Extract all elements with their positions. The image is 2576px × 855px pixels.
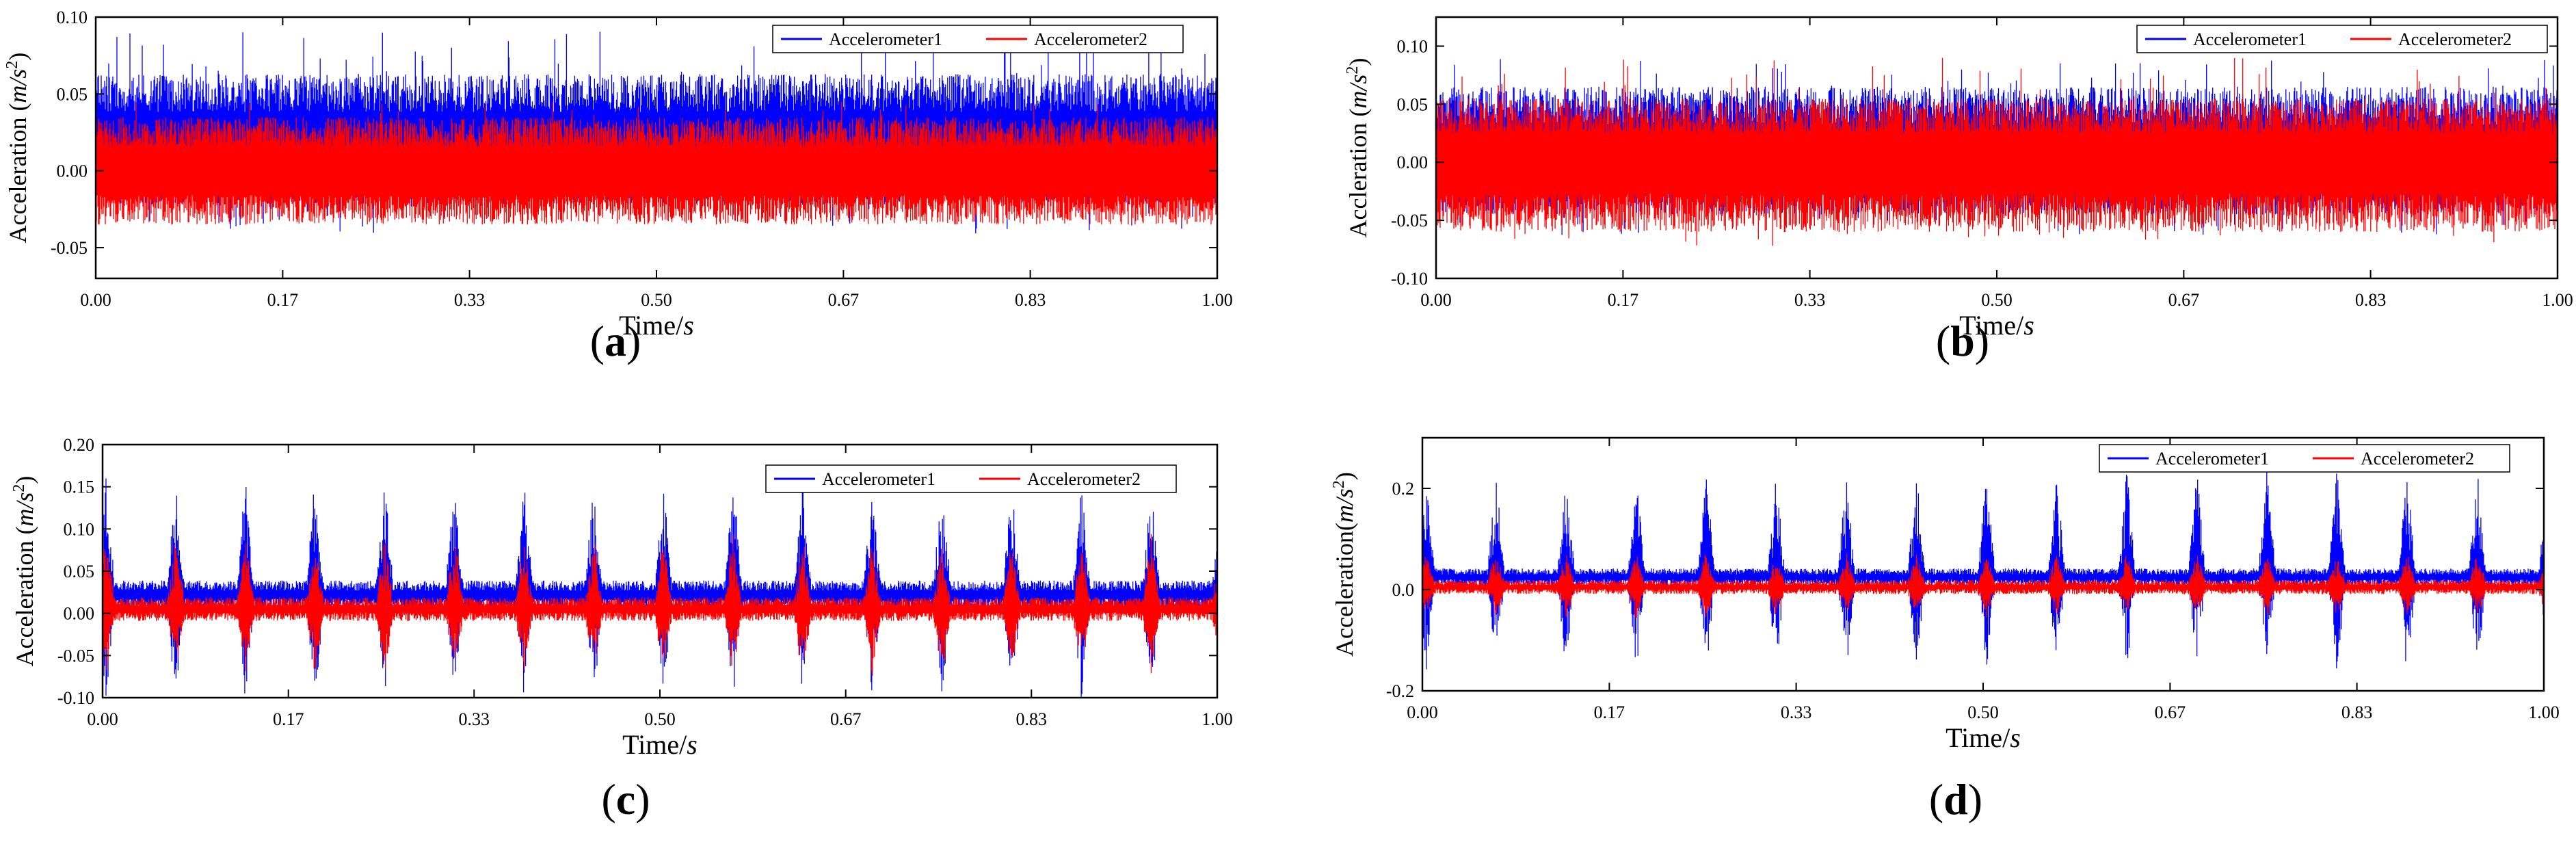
legend-box [765, 464, 1177, 493]
x-tick-label: 0.00 [1420, 290, 1452, 310]
x-axis-title: Time/s [622, 729, 698, 760]
x-tick-label: 0.67 [2155, 702, 2186, 722]
y-tick-label: -0.2 [1386, 681, 1414, 701]
y-tick-label: 0.00 [1397, 153, 1429, 172]
x-tick-label: 0.83 [1016, 709, 1048, 729]
chart-panel-b: 0.00 0.17 0.33 0.50 0.67 0.83 1.00 -0.10 -0.05 0.… [1344, 16, 2573, 365]
x-tick-label: 1.00 [1201, 290, 1233, 310]
x-axis-title: Time/s [1959, 310, 2034, 341]
y-tick-label: 0.10 [57, 8, 88, 27]
x-tick-label: 0.83 [2355, 290, 2387, 310]
y-tick-label: 0.20 [64, 435, 95, 455]
x-tick-label: 0.00 [1407, 702, 1438, 722]
y-axis-title: Acceleration (m/s2) [3, 53, 31, 244]
x-tick-label: 0.50 [644, 709, 676, 729]
x-axis-title: Time/s [619, 310, 694, 341]
legend-box [2099, 444, 2510, 473]
legend-label: Accelerometer1 [829, 29, 942, 49]
y-tick-label: -0.10 [57, 688, 94, 708]
y-tick-label: 0.15 [64, 477, 95, 497]
legend-label: Accelerometer1 [2193, 29, 2307, 49]
y-tick-label: -0.05 [1391, 211, 1428, 231]
panel-caption: (a) [590, 317, 641, 365]
series-accelerometer2-trace [96, 102, 1217, 225]
x-tick-label: 0.33 [1794, 290, 1826, 310]
y-tick-label: 0.00 [64, 604, 95, 624]
legend: Accelerometer1 Accelerometer2 [2136, 25, 2548, 53]
y-tick-label: 0.10 [1397, 36, 1429, 56]
series-accelerometer2-trace [1436, 57, 2558, 246]
x-tick-label: 0.83 [1015, 290, 1046, 310]
x-tick-label: 0.00 [80, 290, 111, 310]
legend-label: Accelerometer2 [2361, 449, 2474, 469]
series-accelerometer2-trace [103, 534, 1217, 676]
panel-caption: (d) [1929, 775, 1982, 824]
series-accelerometer2-trace [1422, 553, 2544, 619]
x-tick-label: 0.33 [1781, 702, 1812, 722]
legend-label: Accelerometer2 [1027, 469, 1141, 489]
x-tick-label: 0.50 [1981, 290, 2013, 310]
y-tick-label: 0.05 [57, 84, 88, 104]
y-axis-title: Accleration (m/s2) [1344, 58, 1372, 238]
panel-caption: (c) [601, 775, 650, 824]
x-tick-label: 0.67 [2168, 290, 2200, 310]
series-accelerometer1-trace [1422, 472, 2544, 670]
y-tick-label: 0.05 [64, 562, 95, 581]
panel-caption: (b) [1936, 317, 1989, 365]
y-tick-label: 0.05 [1397, 94, 1429, 114]
x-tick-label: 0.50 [641, 290, 672, 310]
legend-label: Accelerometer2 [2398, 29, 2512, 49]
x-tick-label: 1.00 [2542, 290, 2573, 310]
legend: Accelerometer1 Accelerometer2 [765, 464, 1177, 493]
legend: Accelerometer1 Accelerometer2 [2099, 444, 2510, 473]
legend-label: Accelerometer1 [822, 469, 935, 489]
y-axis-title: Acceleration (m/s2) [10, 476, 38, 667]
x-tick-label: 0.17 [273, 709, 304, 729]
chart-panel-a: 0.00 0.17 0.33 0.50 0.67 0.83 1.00 -0.05 0.00 0.0… [3, 8, 1233, 365]
x-tick-label: 0.67 [828, 290, 860, 310]
x-axis-title: Time/s [1946, 722, 2021, 753]
x-tick-label: 0.50 [1967, 702, 1999, 722]
x-tick-label: 1.00 [1201, 709, 1233, 729]
y-tick-label: 0.00 [57, 161, 88, 181]
x-tick-label: 0.33 [459, 709, 490, 729]
y-axis-title: Acceleration(m/s2) [1330, 472, 1358, 657]
x-tick-label: 0.33 [454, 290, 486, 310]
x-tick-label: 0.00 [87, 709, 118, 729]
legend-label: Accelerometer2 [1034, 29, 1147, 49]
y-tick-label: 0.10 [64, 519, 95, 539]
x-tick-label: 0.83 [2341, 702, 2373, 722]
y-tick-label: -0.10 [1391, 269, 1428, 289]
x-tick-label: 1.00 [2528, 702, 2560, 722]
chart-panel-d: 0.00 0.17 0.33 0.50 0.67 0.83 1.00 -0.2 0.0 0.2 Ti… [1330, 436, 2560, 824]
y-tick-label: -0.05 [57, 646, 94, 666]
x-tick-label: 0.17 [1608, 290, 1639, 310]
y-tick-label: -0.05 [51, 238, 88, 258]
legend: Accelerometer1 Accelerometer2 [772, 25, 1184, 53]
x-tick-label: 0.17 [267, 290, 299, 310]
x-tick-label: 0.17 [1594, 702, 1625, 722]
y-tick-label: 0.2 [1392, 479, 1415, 499]
legend-box [2136, 25, 2548, 53]
y-tick-label: 0.0 [1392, 580, 1415, 600]
legend-label: Accelerometer1 [2155, 449, 2269, 469]
chart-panel-c: 0.00 0.17 0.33 0.50 0.67 0.83 1.00 -0.10 -0.05 0.… [10, 435, 1233, 824]
x-tick-label: 0.67 [830, 709, 862, 729]
legend-box [772, 25, 1184, 53]
